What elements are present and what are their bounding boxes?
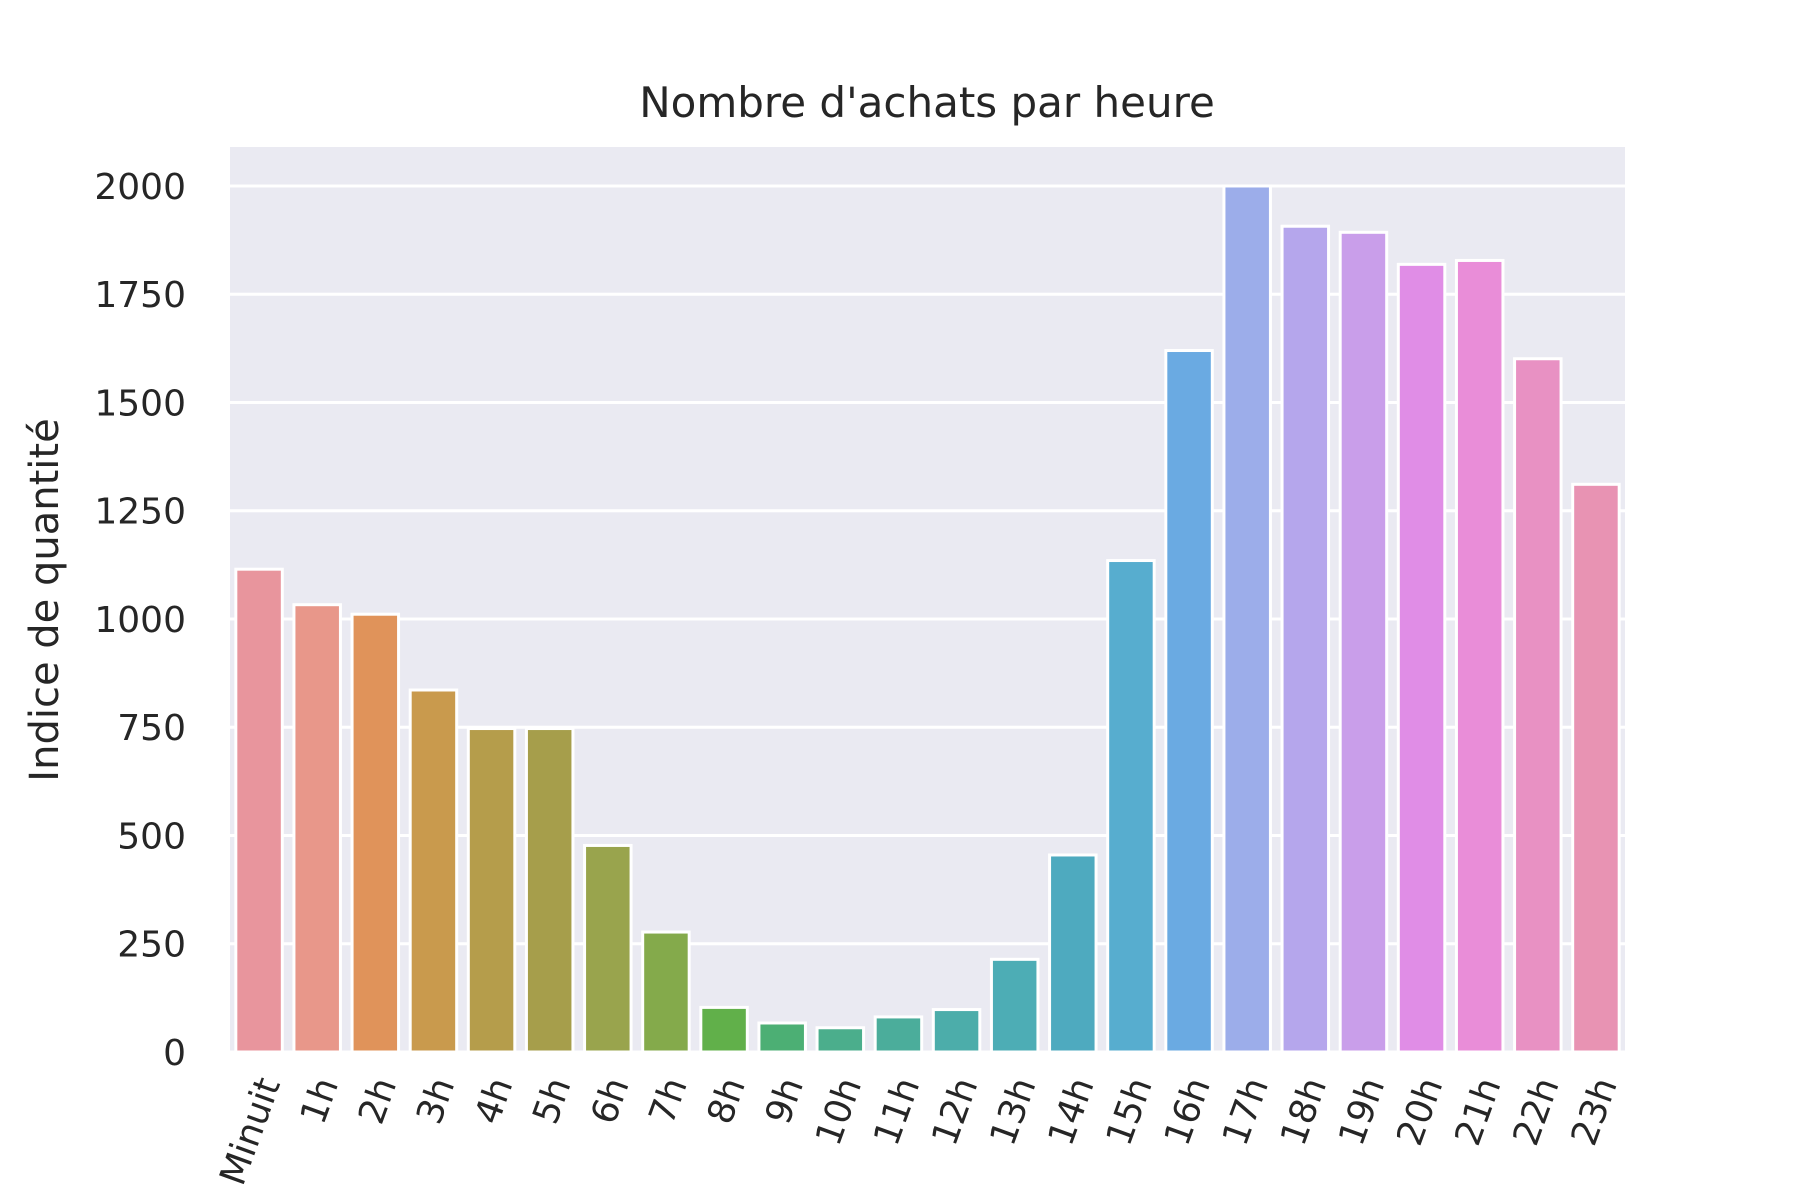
x-tick-label: 10h bbox=[808, 1072, 870, 1151]
x-tick-label: 22h bbox=[1506, 1072, 1568, 1151]
bar-7h bbox=[641, 930, 691, 1054]
x-tick-label: 17h bbox=[1215, 1072, 1277, 1151]
y-tick-label: 0 bbox=[163, 1033, 186, 1074]
bar-2h bbox=[350, 612, 401, 1054]
bars bbox=[234, 184, 1621, 1054]
y-tick-label: 500 bbox=[117, 816, 186, 857]
x-tick-label: 18h bbox=[1273, 1072, 1335, 1151]
y-tick-label: 1750 bbox=[94, 275, 186, 316]
x-tick-label: 8h bbox=[700, 1072, 754, 1129]
bar-22h bbox=[1513, 357, 1563, 1054]
x-tick-label: 5h bbox=[525, 1072, 579, 1129]
bar-20h bbox=[1396, 262, 1447, 1054]
y-tick-label: 2000 bbox=[94, 167, 186, 208]
x-tick-label: 23h bbox=[1564, 1072, 1626, 1151]
y-axis-label: Indice de quantité bbox=[22, 418, 68, 781]
bar-16h bbox=[1164, 349, 1214, 1054]
y-tick-label: 1000 bbox=[94, 600, 186, 641]
x-tick-label: 21h bbox=[1448, 1072, 1510, 1151]
bar-6h bbox=[583, 843, 633, 1054]
y-tick-label: 250 bbox=[117, 925, 186, 966]
x-tick-label: 2h bbox=[351, 1072, 405, 1129]
x-tick-label: 12h bbox=[924, 1072, 986, 1151]
y-tick-label: 1500 bbox=[94, 383, 186, 424]
bar-12h bbox=[931, 1008, 982, 1054]
bar-10h bbox=[815, 1026, 866, 1054]
y-axis-ticks: 0 250 500 750 1000 1250 1500 1750 2000 bbox=[94, 167, 186, 1074]
x-tick-label: 7h bbox=[642, 1072, 696, 1129]
bar-5h bbox=[524, 727, 575, 1054]
bar-23h bbox=[1571, 482, 1621, 1054]
bar-1h bbox=[292, 603, 342, 1054]
bar-14h bbox=[1048, 853, 1098, 1054]
y-tick-label: 1250 bbox=[94, 492, 186, 533]
x-tick-label: 9h bbox=[758, 1072, 812, 1129]
bar-21h bbox=[1454, 258, 1505, 1054]
x-axis-ticks: Minuit 1h 2h 3h 4h 5h 6h 7h 8h 9h10h11h12h13h14h1… bbox=[212, 1072, 1625, 1190]
x-tick-label: 19h bbox=[1331, 1072, 1393, 1151]
bar-17h bbox=[1222, 184, 1272, 1054]
chart-title: Nombre d'achats par heure bbox=[639, 78, 1215, 127]
y-tick-label: 750 bbox=[117, 708, 186, 749]
x-tick-label: 4h bbox=[467, 1072, 521, 1129]
x-tick-label: 3h bbox=[409, 1072, 463, 1129]
bar-8h bbox=[699, 1005, 749, 1054]
gridlines bbox=[230, 184, 1625, 1054]
bar-minuit bbox=[234, 567, 284, 1054]
bar-9h bbox=[757, 1021, 807, 1054]
x-tick-label: 13h bbox=[983, 1072, 1045, 1151]
x-tick-label: 15h bbox=[1099, 1072, 1161, 1151]
bar-11h bbox=[873, 1015, 924, 1054]
x-tick-label: 1h bbox=[293, 1072, 347, 1129]
bar-15h bbox=[1106, 559, 1156, 1054]
x-tick-label: 20h bbox=[1389, 1072, 1451, 1151]
x-tick-label: 6h bbox=[583, 1072, 637, 1129]
x-tick-label: 14h bbox=[1041, 1072, 1103, 1151]
bar-13h bbox=[989, 957, 1040, 1054]
x-tick-label: Minuit bbox=[212, 1072, 288, 1190]
bar-4h bbox=[466, 727, 517, 1054]
x-tick-label: 16h bbox=[1157, 1072, 1219, 1151]
bar-3h bbox=[408, 688, 459, 1054]
bar-18h bbox=[1280, 224, 1331, 1054]
bar-19h bbox=[1338, 230, 1389, 1054]
plot-area bbox=[230, 147, 1625, 1052]
x-tick-label: 11h bbox=[866, 1072, 928, 1151]
